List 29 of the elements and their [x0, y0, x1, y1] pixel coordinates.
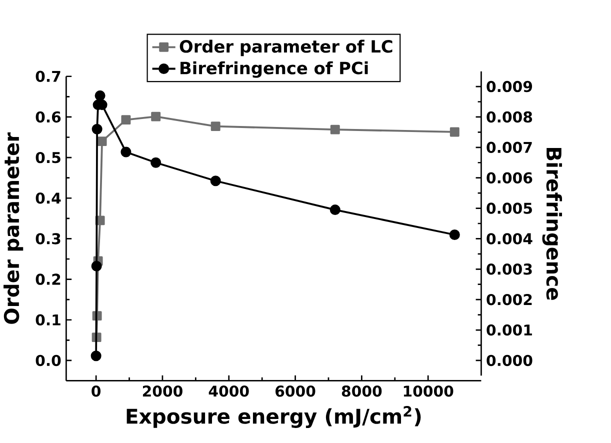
y-tick-label: 0.6 [36, 111, 61, 123]
y2-axis-title: Birefringence [542, 148, 562, 300]
y2-tick-label: 0.001 [486, 324, 532, 336]
y2-tick-label: 0.003 [486, 264, 532, 275]
y2-tick-label: 0.004 [486, 233, 532, 244]
y2-tick-label: 0.008 [486, 111, 532, 123]
y2-tick-label: 0.007 [486, 142, 532, 153]
y2-tick-label: 0.006 [486, 172, 532, 184]
legend-label: Birefringence of PCi [180, 61, 368, 78]
y-tick-label: 0.0 [36, 354, 61, 366]
y-tick-label: 0.7 [36, 70, 60, 82]
y2-tick-label: 0.002 [486, 294, 532, 306]
legend-label: Order parameter of LC [180, 40, 392, 56]
x-tick-label: 10000 [404, 385, 454, 397]
y2-tick-label: 0.009 [486, 80, 532, 92]
y-tick-label: 0.4 [36, 192, 61, 204]
x-tick-label: 8000 [342, 385, 382, 397]
y-tick-label: 0.3 [36, 233, 60, 244]
x-tick-label: 0 [92, 385, 101, 397]
y-axis-title: Order parameter [4, 132, 24, 324]
x-tick-label: 4000 [208, 385, 249, 397]
x-tick-label: 2000 [142, 385, 182, 397]
y2-tick-label: 0.000 [486, 354, 532, 366]
y2-tick-label: 0.005 [486, 202, 532, 214]
y-tick-label: 0.2 [36, 274, 60, 285]
y-tick-label: 0.1 [36, 314, 60, 326]
x-tick-label: 6000 [276, 385, 316, 397]
x-axis-title: Exposure energy (mJ/cm$^{2}$) [126, 406, 421, 428]
y-tick-label: 0.5 [36, 152, 60, 164]
